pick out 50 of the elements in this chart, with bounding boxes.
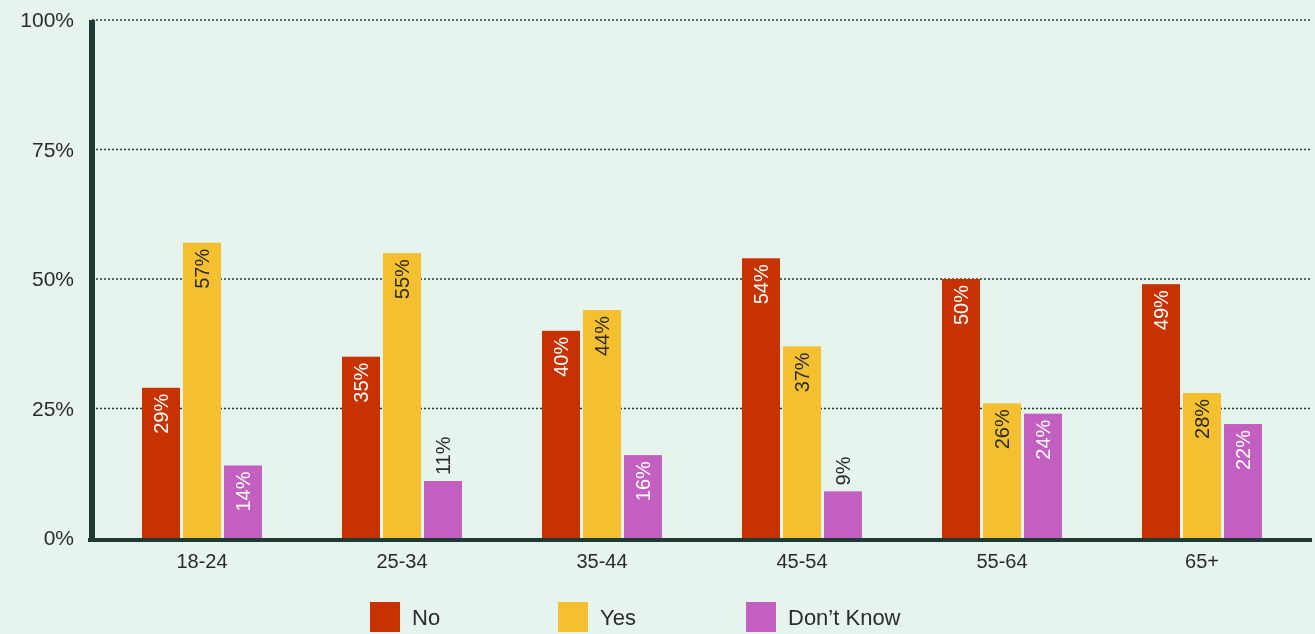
y-tick-label: 75% [31, 137, 74, 161]
bar [542, 330, 580, 538]
data-label: 11% [432, 436, 454, 476]
data-label: 35% [350, 362, 372, 403]
data-label: 24% [1032, 419, 1054, 460]
x-tick-label: 65+ [1185, 550, 1219, 572]
x-tick-label: 35-44 [576, 550, 628, 572]
data-label: 55% [391, 258, 413, 300]
bar [183, 242, 221, 538]
bar [224, 465, 262, 538]
x-tick-label: 18-24 [176, 550, 228, 572]
bar [583, 310, 621, 538]
data-label: 49% [1150, 289, 1172, 331]
bar [624, 455, 662, 538]
y-tick-label: 0% [43, 526, 74, 550]
bar [824, 491, 862, 538]
bar [1024, 413, 1062, 538]
data-label: 9% [832, 456, 854, 486]
y-tick-label: 100% [20, 8, 74, 32]
data-label: 37% [791, 352, 813, 393]
legend-label: No [412, 604, 441, 630]
legend-label: Don’t Know [788, 604, 901, 630]
data-label: 29% [150, 393, 172, 434]
data-label: 57% [191, 248, 213, 289]
legend-label: Yes [600, 604, 636, 630]
x-tick-label: 45-54 [776, 550, 828, 572]
x-tick-label: 55-64 [976, 550, 1028, 572]
bar [783, 346, 821, 538]
bar [942, 279, 980, 538]
data-label: 16% [632, 460, 654, 502]
data-label: 14% [232, 471, 254, 512]
bar [424, 481, 462, 538]
bar [142, 387, 180, 538]
data-label: 28% [1191, 398, 1213, 439]
y-tick-label: 25% [31, 396, 74, 420]
data-label: 26% [991, 409, 1013, 450]
data-label: 50% [950, 284, 972, 326]
data-label: 22% [1232, 429, 1254, 471]
bar [383, 253, 421, 538]
x-tick-label: 25-34 [376, 550, 428, 572]
bar [1142, 284, 1180, 538]
bar [983, 403, 1021, 538]
bar [1224, 424, 1262, 538]
y-tick-label: 50% [31, 267, 74, 291]
bar [742, 258, 780, 538]
data-label: 44% [591, 315, 613, 357]
bar [342, 356, 380, 538]
data-label: 54% [750, 264, 772, 305]
data-label: 40% [550, 336, 572, 377]
bar [1183, 392, 1221, 538]
